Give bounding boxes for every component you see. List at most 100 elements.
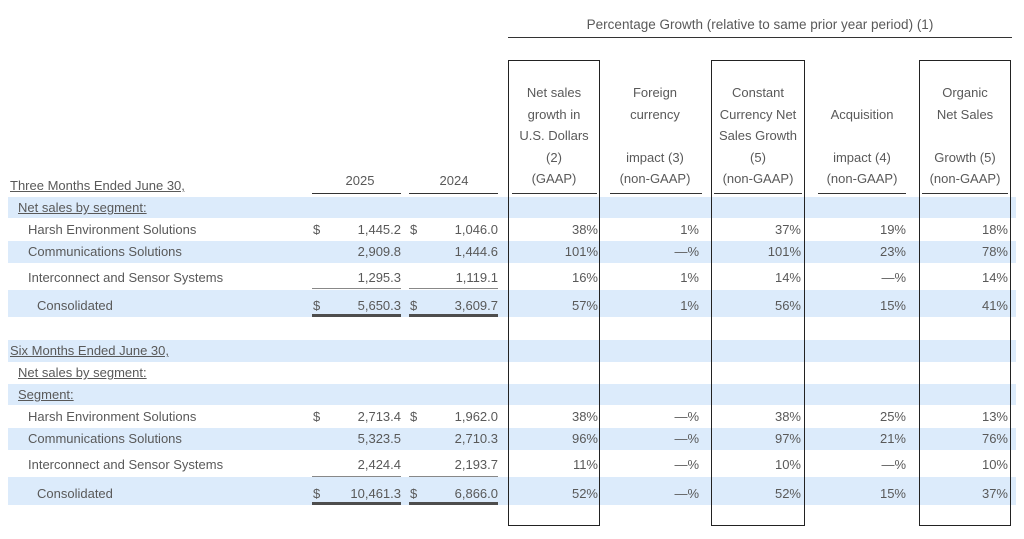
net-sales-growth-value: 38% — [571, 409, 598, 424]
section-subtitle-six-months: Net sales by segment: — [18, 365, 147, 380]
row-band — [8, 290, 1016, 317]
header-foreign-currency: Foreign currency impact (3) (non-GAAP) — [619, 85, 691, 186]
row-band — [8, 197, 1016, 218]
acquisition-value: 19% — [879, 222, 906, 237]
header-2025-underline — [312, 193, 401, 194]
group-header: Percentage Growth (relative to same prio… — [586, 17, 934, 32]
value-2025: 10,461.3 — [350, 486, 401, 501]
acquisition-value: —% — [881, 457, 906, 472]
value-2024: 2,193.7 — [454, 457, 498, 472]
organic-growth-value: 10% — [981, 457, 1008, 472]
constant-currency-value: 10% — [774, 457, 801, 472]
currency-symbol: $ — [410, 409, 418, 424]
section-title-three-months: Three Months Ended June 30, — [10, 178, 185, 193]
organic-growth-value: 18% — [981, 222, 1008, 237]
foreign-currency-value: —% — [674, 244, 699, 259]
constant-currency-value: 101% — [767, 244, 801, 259]
row-band — [8, 477, 1016, 505]
header-underline — [512, 193, 597, 194]
segment-label: Harsh Environment Solutions — [28, 222, 197, 237]
subtotal-line — [409, 288, 498, 289]
header-underline — [818, 193, 906, 194]
subtotal-line — [312, 476, 401, 477]
organic-growth-value: 41% — [981, 298, 1008, 313]
consolidated-label: Consolidated — [37, 486, 113, 501]
currency-symbol: $ — [313, 222, 321, 237]
segment-label: Interconnect and Sensor Systems — [28, 270, 224, 285]
row-band — [8, 340, 1016, 362]
currency-symbol: $ — [410, 298, 418, 313]
group-header-underline — [508, 37, 1012, 38]
row-band — [8, 241, 1016, 263]
header-underline — [922, 193, 1008, 194]
value-2025: 2,713.4 — [357, 409, 401, 424]
organic-growth-value: 13% — [981, 409, 1008, 424]
subtotal-line — [409, 476, 498, 477]
acquisition-value: —% — [881, 270, 906, 285]
value-2025: 2,909.8 — [357, 244, 401, 259]
foreign-currency-value: —% — [674, 457, 699, 472]
total-underline — [312, 502, 401, 505]
value-2025: 1,445.2 — [357, 222, 401, 237]
net-sales-growth-box — [508, 60, 600, 526]
header-2025: 2025 — [345, 173, 375, 188]
foreign-currency-value: 1% — [680, 222, 699, 237]
constant-currency-value: 97% — [774, 431, 801, 446]
organic-growth-value: 76% — [981, 431, 1008, 446]
value-2024: 1,119.1 — [455, 270, 498, 285]
foreign-currency-value: —% — [674, 431, 699, 446]
value-2025: 2,424.4 — [357, 457, 401, 472]
organic-growth-value: 37% — [981, 486, 1008, 501]
acquisition-value: 15% — [879, 486, 906, 501]
foreign-currency-value: —% — [674, 409, 699, 424]
value-2024: 2,710.3 — [454, 431, 498, 446]
row-band — [8, 428, 1016, 450]
value-2025: 5,323.5 — [357, 431, 401, 446]
consolidated-label: Consolidated — [37, 298, 113, 313]
header-2024-underline — [409, 193, 498, 194]
constant-currency-value: 56% — [774, 298, 801, 313]
currency-symbol: $ — [313, 409, 321, 424]
value-2024: 6,866.0 — [454, 486, 498, 501]
net-sales-growth-value: 16% — [571, 270, 598, 285]
net-sales-growth-value: 11% — [572, 457, 598, 472]
net-sales-growth-value: 96% — [571, 431, 598, 446]
header-underline — [714, 193, 802, 194]
currency-symbol: $ — [313, 298, 321, 313]
value-2025: 1,295.3 — [357, 270, 401, 285]
total-underline — [409, 502, 498, 505]
section-subtitle-three-months: Net sales by segment: — [18, 200, 147, 215]
segment-label: Communications Solutions — [28, 244, 182, 259]
header-constant-currency: Constant Currency Net Sales Growth (5) (non-… — [718, 85, 798, 186]
value-2024: 1,046.0 — [454, 222, 498, 237]
header-net-sales-growth: Net sales growth in U.S. Dollars (2) (GAAP) — [519, 85, 589, 186]
net-sales-growth-value: 57% — [571, 298, 598, 313]
organic-growth-value: 78% — [981, 244, 1008, 259]
foreign-currency-value: —% — [674, 486, 699, 501]
net-sales-growth-value: 38% — [571, 222, 598, 237]
constant-currency-box — [711, 60, 805, 526]
segment-label: Communications Solutions — [28, 431, 182, 446]
acquisition-value: 15% — [879, 298, 906, 313]
total-underline — [409, 314, 498, 317]
value-2024: 3,609.7 — [454, 298, 498, 313]
constant-currency-value: 52% — [774, 486, 801, 501]
row-band — [8, 384, 1016, 405]
header-2024: 2024 — [439, 173, 469, 188]
total-underline — [312, 314, 401, 317]
currency-symbol: $ — [410, 222, 418, 237]
acquisition-value: 25% — [879, 409, 906, 424]
foreign-currency-value: 1% — [680, 298, 699, 313]
segment-label: Interconnect and Sensor Systems — [28, 457, 224, 472]
header-underline — [610, 193, 702, 194]
header-organic: Organic Net Sales Growth (5) (non-GAAP) — [929, 85, 1001, 186]
value-2024: 1,444.6 — [454, 244, 498, 259]
constant-currency-value: 14% — [774, 270, 801, 285]
section-title-six-months: Six Months Ended June 30, — [10, 343, 169, 358]
organic-growth-box — [919, 60, 1011, 526]
header-acquisition: Acquisition impact (4) (non-GAAP) — [826, 106, 898, 187]
section-subtitle-segment: Segment: — [18, 387, 74, 402]
acquisition-value: 23% — [879, 244, 906, 259]
segment-label: Harsh Environment Solutions — [28, 409, 197, 424]
currency-symbol: $ — [313, 486, 321, 501]
